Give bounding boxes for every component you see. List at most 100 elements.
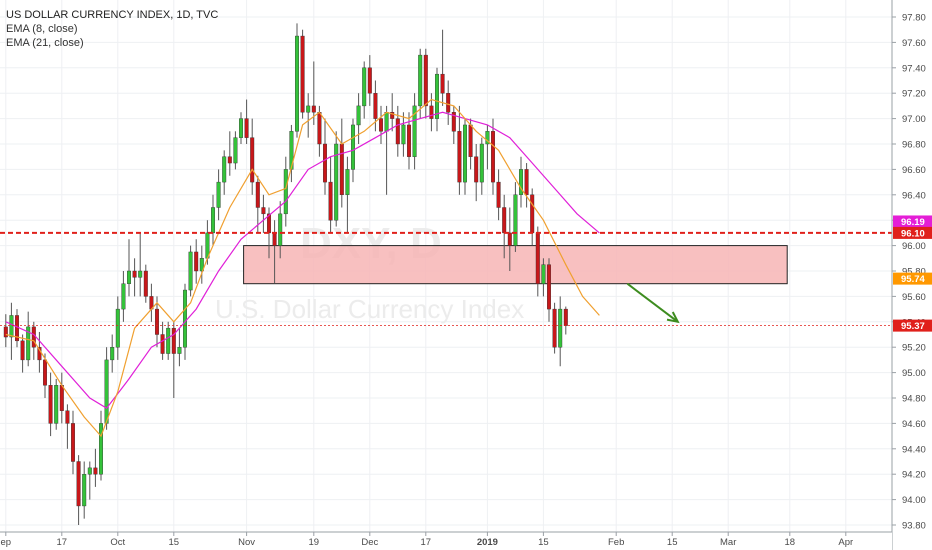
price-tick-label: 97.40	[902, 63, 926, 74]
candle-body	[435, 73, 440, 119]
candle-body	[485, 131, 490, 145]
price-label-bg	[893, 272, 932, 285]
candle-body	[160, 334, 165, 354]
candle-body	[367, 67, 372, 94]
candle-body	[339, 143, 344, 195]
time-tick-label: 19	[309, 537, 320, 548]
price-label: 96.19	[901, 217, 925, 228]
candle-body	[463, 124, 468, 183]
candle-body	[154, 308, 159, 335]
candle-body	[535, 232, 540, 284]
price-label-bg	[893, 226, 932, 239]
candle-body	[104, 359, 109, 424]
ema-8-line	[5, 98, 600, 438]
candle-body	[87, 467, 92, 475]
candle-body	[496, 181, 501, 208]
candle-body	[272, 232, 277, 246]
candle-body	[479, 143, 484, 183]
candle-body	[507, 232, 512, 246]
arrow-head	[666, 311, 680, 324]
candle-body	[323, 143, 328, 183]
ema-21-line	[5, 111, 600, 409]
time-tick-label: ep	[1, 537, 12, 548]
candle-body	[278, 213, 283, 246]
candle-body	[182, 289, 187, 348]
candle-body	[300, 35, 305, 113]
candle-body	[345, 169, 350, 195]
candle-body	[48, 385, 53, 424]
candle-body	[255, 181, 260, 208]
price-tick-label: 94.20	[902, 470, 926, 481]
candle-body	[110, 347, 115, 361]
time-axis-bg	[0, 532, 892, 550]
candle-body	[412, 105, 417, 157]
candle-body	[20, 340, 25, 361]
ema-lines	[5, 98, 600, 438]
price-axis[interactable]: 97.80 97.60 97.40 97.20 97.00 96.80 96.60 96.40…	[891, 0, 932, 550]
candle-body	[524, 169, 529, 195]
candle-body	[210, 207, 215, 234]
candle-body	[59, 385, 64, 411]
chart-legend: US DOLLAR CURRENCY INDEX, 1D, TVC EMA (8…	[6, 8, 218, 50]
candle-body	[502, 207, 507, 234]
candle-body	[177, 347, 182, 354]
candle-body	[530, 194, 535, 234]
time-axis[interactable]: ep 17 Oct 15 Nov 19 Dec 17 2019 15 Feb 15 Mar 18 Apr	[0, 531, 892, 550]
candle-body	[390, 112, 395, 119]
time-tick-label: Dec	[361, 537, 378, 548]
price-label-bg	[893, 215, 932, 228]
price-label: 95.74	[901, 274, 925, 285]
candle-body	[513, 194, 518, 246]
candle-body	[306, 105, 311, 113]
candle-body	[261, 207, 266, 215]
candle-body	[132, 270, 137, 278]
time-tick-label: 2019	[477, 537, 498, 548]
projection-arrow	[626, 282, 680, 324]
candle-body	[519, 169, 524, 195]
candle-body	[563, 308, 568, 326]
candle-body	[283, 169, 288, 215]
candle-body	[457, 131, 462, 183]
price-tick-label: 97.00	[902, 114, 926, 125]
candle-body	[26, 326, 31, 361]
candle-body	[317, 112, 322, 145]
chart-gridlines	[0, 0, 892, 532]
watermark-name: U.S. Dollar Currency Index	[215, 294, 524, 324]
time-tick-label: Mar	[720, 537, 736, 548]
candle-body	[295, 35, 300, 132]
candle-body	[356, 105, 361, 126]
candle-body	[54, 385, 59, 424]
price-tick-label: 96.00	[902, 241, 926, 252]
candlestick-series	[3, 23, 568, 525]
price-tick-label: 94.60	[902, 419, 926, 430]
candle-body	[43, 359, 48, 386]
candle-body	[384, 112, 389, 132]
candle-body	[70, 423, 75, 462]
candle-body	[552, 308, 557, 348]
candle-body	[121, 283, 126, 310]
price-tick-label: 97.20	[902, 89, 926, 100]
time-tick-label: 15	[667, 537, 678, 548]
candle-body	[401, 124, 406, 145]
time-tick-label: Apr	[838, 537, 853, 548]
candle-body	[451, 112, 456, 132]
candle-body	[311, 105, 316, 113]
candle-body	[115, 308, 120, 348]
price-tick-label: 94.80	[902, 394, 926, 405]
price-tick-label: 95.00	[902, 368, 926, 379]
time-tick-label: Oct	[110, 537, 125, 548]
candle-body	[31, 326, 36, 348]
time-tick-label: 17	[57, 537, 68, 548]
candle-body	[407, 124, 412, 157]
price-tick-label: 96.40	[902, 190, 926, 201]
candle-body	[474, 156, 479, 183]
candle-body	[423, 54, 428, 107]
candle-body	[547, 264, 552, 310]
candle-body	[440, 73, 445, 94]
candle-body	[3, 326, 8, 338]
candle-body	[138, 270, 143, 278]
candle-body	[250, 137, 255, 183]
candle-body	[233, 137, 238, 164]
price-tick-label: 97.80	[902, 13, 926, 24]
